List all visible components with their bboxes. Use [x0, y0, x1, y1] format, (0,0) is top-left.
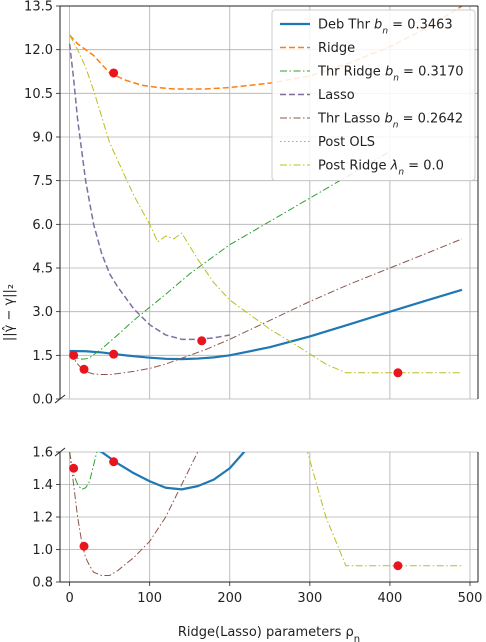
- marker-point: [69, 350, 79, 360]
- y-tick-label: 7.5: [32, 174, 53, 189]
- y-tick-label: 9.0: [32, 131, 53, 146]
- series-line-thr-ridge: [69, 151, 391, 360]
- marker-point: [109, 68, 119, 78]
- x-tick-label: 200: [217, 591, 242, 606]
- x-tick-label: 0: [65, 591, 73, 606]
- y-tick-label: 1.6: [32, 446, 53, 461]
- y-tick-label: 10.5: [24, 87, 53, 102]
- legend-entry-label: Post Ridge λn = 0.0: [318, 159, 444, 178]
- legend-entry-label: Ridge: [318, 41, 355, 56]
- legend-entry-label: Thr Lasso bn = 0.2642: [317, 112, 463, 131]
- legend-entry-label: Deb Thr bn = 0.3463: [318, 18, 453, 37]
- legend-box: [271, 9, 476, 181]
- x-tick-label: 400: [378, 591, 403, 606]
- marker-point: [393, 368, 403, 378]
- tick-labels: 0.0 1.5 3.0 4.5 6.0 7.5 9.0 10.5 12.0 13.5 0.8 1.0 1…: [24, 0, 482, 606]
- axis-break-mark: [54, 447, 66, 457]
- legend-entry-label: Post OLS: [318, 135, 375, 150]
- marker-point: [393, 561, 403, 571]
- series-line-lasso: [68, 43, 230, 341]
- marker-point: [109, 457, 119, 467]
- y-axis-title: ||γ̂ − γ||₂: [2, 284, 17, 341]
- axis-break-mark: [54, 394, 66, 404]
- x-axis-title: Ridge(Lasso) parameters ρn: [178, 625, 360, 642]
- marker-point: [197, 383, 206, 392]
- y-tick-label: 0.8: [32, 576, 53, 591]
- y-tick-label: 3.0: [32, 305, 53, 320]
- y-tick-label: 4.5: [32, 262, 53, 277]
- y-tick-label: 6.0: [32, 218, 53, 233]
- legend-entry-label: Lasso: [318, 88, 355, 103]
- x-tick-label: 300: [297, 591, 322, 606]
- axes-layer: [54, 5, 479, 586]
- y-tick-label: 1.0: [32, 543, 53, 558]
- x-tick-label: 500: [458, 591, 483, 606]
- marker-point: [79, 541, 89, 551]
- y-tick-label: 0.0: [32, 393, 53, 408]
- y-tick-label: 1.5: [32, 349, 53, 364]
- series-layer-lower: [69, 383, 462, 576]
- legend: Deb Thr bn = 0.3463 Ridge Thr Ridge bn = 0…: [271, 9, 476, 181]
- marker-point: [69, 463, 79, 473]
- x-tick-label: 100: [137, 591, 162, 606]
- grid-layer: [60, 5, 478, 583]
- series-line-post-ridge: [307, 452, 462, 567]
- legend-entry-label: Thr Ridge bn = 0.3170: [317, 65, 464, 84]
- y-tick-label: 13.5: [24, 0, 53, 15]
- y-tick-label: 12.0: [24, 43, 53, 58]
- y-tick-label: 1.4: [32, 478, 53, 493]
- series-line-post-ridge: [69, 34, 462, 374]
- marker-point: [109, 349, 119, 359]
- y-tick-label: 1.2: [32, 511, 53, 526]
- series-line-thr-lasso: [69, 238, 463, 376]
- marker-point: [197, 336, 207, 346]
- marker-point: [79, 364, 89, 374]
